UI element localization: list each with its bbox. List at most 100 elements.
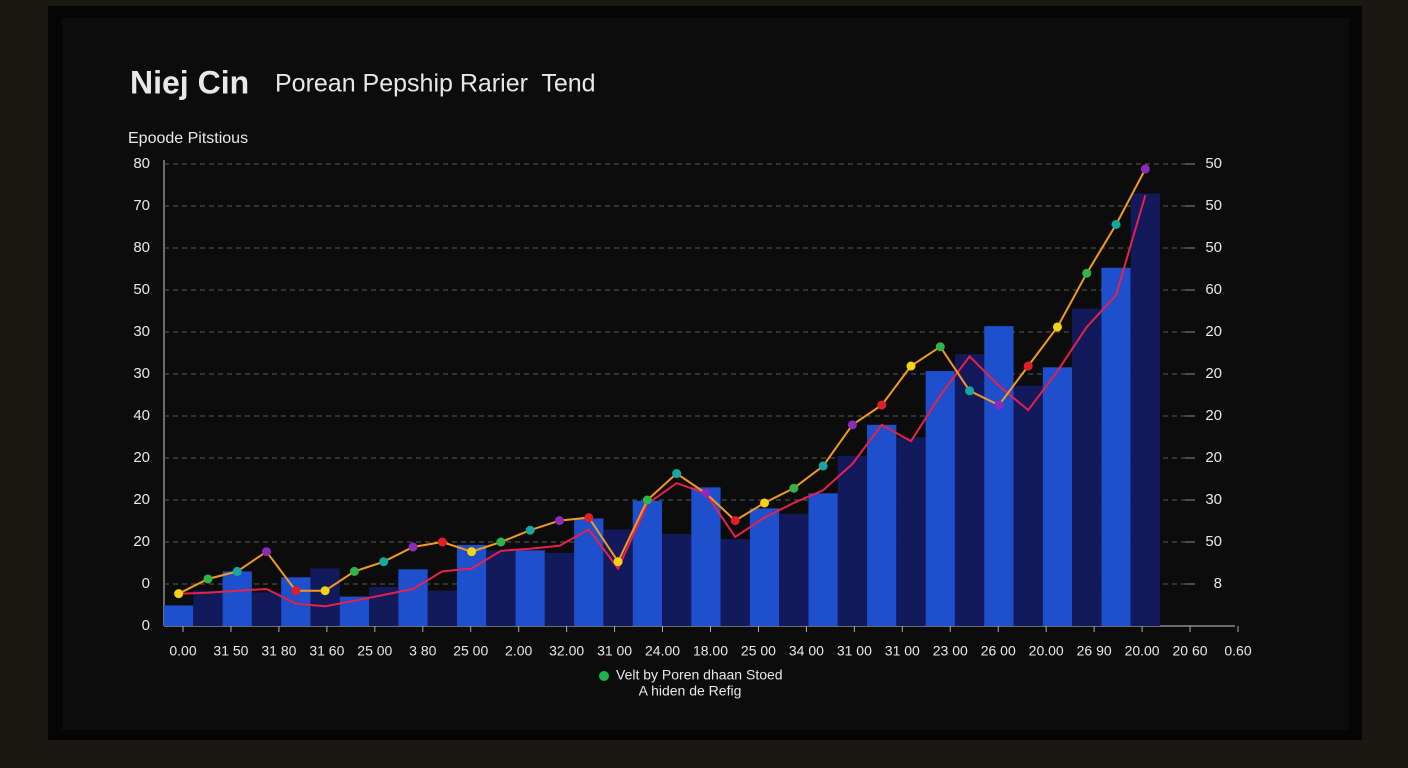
line-marker: [818, 461, 828, 471]
bar: [574, 518, 604, 626]
x-tick-label: 0.00: [169, 643, 196, 659]
chart-subtitle: Porean Pepship Rarier Tend: [275, 70, 596, 98]
bar: [1130, 193, 1160, 626]
line-marker: [467, 547, 477, 557]
bar: [1013, 385, 1043, 626]
line-marker: [320, 586, 330, 596]
line-marker: [613, 557, 623, 567]
y2-tick-label: 50: [1205, 155, 1222, 172]
x-tick-label: 31 50: [213, 643, 248, 659]
x-tick-label: 2.00: [505, 643, 532, 659]
line-marker: [496, 537, 506, 547]
y-tick-label: 20: [133, 449, 150, 466]
y-tick-label: 30: [133, 365, 150, 382]
line-marker: [291, 586, 301, 596]
line-marker: [935, 342, 945, 352]
bar: [954, 354, 985, 626]
y-tick-label: 0: [142, 575, 150, 592]
line-marker: [349, 566, 359, 576]
y-axis-label: Epoode Pitstious: [128, 130, 248, 147]
line-marker: [174, 589, 184, 599]
bar: [398, 569, 428, 626]
line-marker: [379, 557, 389, 567]
y2-tick-label: 50: [1205, 533, 1222, 550]
trend-line: [178, 168, 1147, 595]
line-marker: [760, 498, 770, 508]
line-marker: [994, 400, 1004, 410]
y2-tick-label: 20: [1205, 365, 1222, 382]
bar: [456, 544, 487, 626]
line-marker: [1140, 164, 1150, 174]
x-tick-label: 26 90: [1077, 643, 1112, 659]
x-tick-label: 25 00: [357, 643, 392, 659]
line-marker: [1082, 268, 1092, 278]
y-tick-label: 50: [133, 281, 150, 298]
x-tick-label: 25 00: [453, 643, 488, 659]
bar: [486, 550, 516, 626]
line-marker: [584, 513, 594, 523]
x-tick-label: 18.00: [693, 643, 728, 659]
legend-label: Velt by Poren dhaan Stoed: [616, 667, 783, 683]
bar: [984, 326, 1014, 626]
y2-tick-label: 20: [1205, 449, 1222, 466]
x-tick-label: 0.60: [1224, 643, 1251, 659]
x-tick-label: 31 00: [837, 643, 872, 659]
y-tick-label: 70: [133, 197, 150, 214]
bar: [837, 455, 868, 626]
line-marker: [262, 547, 272, 557]
y2-tick-label: 50: [1205, 197, 1222, 214]
bar: [720, 539, 750, 626]
x-tick-label: 34 00: [789, 643, 824, 659]
bar: [515, 550, 545, 626]
line-marker: [701, 488, 711, 498]
x-tick-label: 24.00: [645, 643, 680, 659]
x-tick-label: 25 00: [741, 643, 776, 659]
bar: [779, 513, 809, 626]
bar: [427, 590, 457, 626]
y2-tick-label: 30: [1205, 491, 1222, 508]
legend-label: A hiden de Refig: [639, 683, 742, 699]
x-tick-label: 31 00: [597, 643, 632, 659]
bar: [222, 571, 252, 626]
y-tick-label: 20: [133, 491, 150, 508]
line-marker: [1052, 322, 1062, 332]
x-tick-label: 20.00: [1029, 643, 1064, 659]
line-marker: [672, 469, 682, 479]
bar: [1042, 367, 1073, 626]
line-marker: [1023, 361, 1033, 371]
bar: [164, 605, 194, 626]
line-marker: [232, 566, 242, 576]
y-tick-label: 40: [133, 407, 150, 424]
line-marker: [203, 574, 213, 584]
line-marker: [408, 542, 418, 552]
y2-tick-label: 50: [1205, 239, 1222, 256]
x-tick-label: 31 00: [885, 643, 920, 659]
line-marker: [965, 386, 975, 396]
bar: [281, 577, 311, 626]
y-tick-label: 80: [133, 239, 150, 256]
y-tick-label: 80: [133, 155, 150, 172]
line-marker: [525, 525, 535, 535]
y2-tick-label: 20: [1205, 407, 1222, 424]
y2-tick-label: 8: [1214, 575, 1222, 592]
line-marker: [642, 495, 652, 505]
trend-line: [178, 194, 1147, 608]
x-tick-label: 20.00: [1125, 643, 1160, 659]
bar: [896, 437, 926, 626]
line-marker: [730, 516, 740, 526]
bar: [310, 568, 340, 626]
bar: [808, 493, 838, 626]
bar: [925, 371, 955, 626]
x-tick-label: 31 60: [309, 643, 344, 659]
x-tick-label: 26 00: [981, 643, 1016, 659]
line-marker: [1111, 219, 1121, 229]
bar: [1072, 308, 1102, 626]
bar: [749, 508, 780, 626]
bar: [662, 534, 692, 626]
bar: [193, 590, 223, 626]
line-marker: [789, 483, 799, 493]
x-tick-label: 23 00: [933, 643, 968, 659]
line-marker: [554, 516, 564, 526]
bar: [691, 487, 721, 626]
bar: [544, 552, 575, 626]
